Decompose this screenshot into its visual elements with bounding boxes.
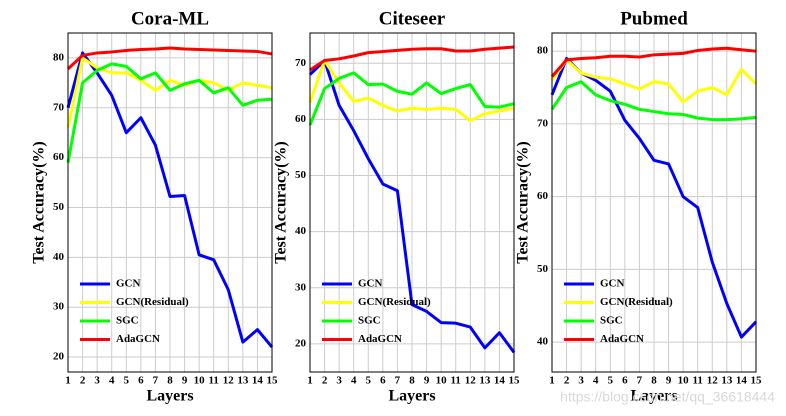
x-tick-label: 10 (194, 375, 206, 387)
x-axis-label: Layers (146, 388, 193, 405)
y-axis-label: Test Accuracy(%) (515, 141, 532, 264)
x-tick-label: 2 (322, 375, 328, 387)
legend-label: SGC (358, 315, 381, 327)
x-tick-label: 15 (751, 375, 763, 387)
x-tick-label: 1 (307, 375, 313, 387)
x-tick-label: 13 (479, 375, 491, 387)
watermark: https://blog.csdn.net/qq_36618444 (560, 389, 775, 405)
legend-label: GCN (600, 278, 625, 290)
x-tick-label: 15 (267, 375, 279, 387)
x-tick-label: 9 (424, 375, 430, 387)
x-tick-label: 12 (707, 375, 719, 387)
chart-title: Pubmed (620, 8, 688, 29)
x-tick-label: 1 (65, 375, 71, 387)
x-tick-label: 1 (549, 375, 555, 387)
y-tick-label: 40 (537, 336, 549, 348)
x-tick-label: 4 (351, 375, 357, 387)
series-line (550, 58, 758, 104)
plot-frame (67, 32, 273, 373)
x-tick-label: 15 (509, 375, 521, 387)
y-tick-label: 80 (537, 45, 549, 57)
x-tick-label: 6 (138, 375, 144, 387)
y-axis-label: Test Accuracy(%) (31, 141, 48, 264)
legend-label: GCN(Residual) (116, 296, 189, 308)
x-tick-label: 14 (736, 375, 748, 387)
y-tick-label: 20 (53, 351, 65, 363)
legend-label: GCN(Residual) (358, 296, 431, 308)
x-tick-label: 9 (182, 375, 188, 387)
legend-label: AdaGCN (116, 333, 160, 345)
x-tick-label: 2 (564, 375, 570, 387)
series-line (309, 45, 515, 72)
x-tick-label: 7 (153, 375, 159, 387)
legend-label: GCN(Residual) (600, 296, 673, 308)
legend-label: SGC (116, 315, 139, 327)
y-axis-label: Test Accuracy(%) (273, 141, 290, 264)
x-tick-label: 9 (666, 375, 672, 387)
plot-frame (309, 32, 515, 373)
y-tick-label: 60 (53, 151, 65, 163)
y-tick-label: 50 (537, 263, 549, 275)
x-tick-label: 13 (237, 375, 249, 387)
x-tick-label: 5 (608, 375, 614, 387)
x-axis-label: Layers (630, 388, 677, 405)
y-tick-label: 30 (295, 281, 307, 293)
x-tick-label: 5 (124, 375, 130, 387)
x-tick-label: 8 (409, 375, 415, 387)
y-tick-label: 40 (53, 251, 65, 263)
x-tick-label: 11 (693, 375, 703, 387)
x-tick-label: 14 (252, 375, 264, 387)
x-tick-label: 6 (622, 375, 628, 387)
legend-label: AdaGCN (358, 333, 402, 345)
y-tick-label: 20 (295, 337, 307, 349)
x-axis-label: Layers (388, 388, 435, 405)
x-tick-label: 7 (395, 375, 401, 387)
x-tick-label: 12 (223, 375, 235, 387)
y-tick-label: 70 (537, 117, 549, 129)
y-tick-label: 60 (295, 113, 307, 125)
x-tick-label: 3 (578, 375, 584, 387)
x-tick-label: 3 (336, 375, 342, 387)
x-tick-label: 8 (167, 375, 173, 387)
legend-label: SGC (600, 315, 623, 327)
y-tick-label: 70 (295, 57, 307, 69)
series-line (308, 71, 515, 126)
x-tick-label: 2 (80, 375, 86, 387)
chart-title: Citeseer (379, 8, 446, 29)
y-tick-label: 80 (53, 51, 65, 63)
x-tick-label: 7 (637, 375, 643, 387)
y-tick-label: 60 (537, 190, 549, 202)
x-tick-label: 10 (436, 375, 448, 387)
y-tick-label: 70 (53, 101, 65, 113)
y-tick-label: 50 (295, 169, 307, 181)
chart-title: Cora-ML (131, 8, 209, 29)
y-tick-label: 30 (53, 301, 65, 313)
x-tick-label: 11 (451, 375, 461, 387)
y-tick-label: 40 (295, 225, 307, 237)
x-tick-label: 14 (494, 375, 506, 387)
legend-label: GCN (116, 278, 141, 290)
series-line (308, 59, 515, 123)
series-line (308, 59, 516, 354)
series-line (550, 80, 757, 122)
x-tick-label: 6 (380, 375, 386, 387)
legend-label: GCN (358, 278, 383, 290)
x-tick-label: 13 (721, 375, 733, 387)
legend-label: AdaGCN (600, 333, 644, 345)
x-tick-label: 10 (678, 375, 690, 387)
plot-frame (551, 32, 757, 373)
series-line (66, 51, 274, 349)
series-line (550, 46, 757, 78)
series-line (66, 62, 273, 163)
x-tick-label: 3 (94, 375, 100, 387)
series-line (66, 46, 273, 70)
y-tick-label: 50 (53, 201, 65, 213)
x-tick-label: 4 (593, 375, 599, 387)
x-tick-label: 8 (651, 375, 657, 387)
x-tick-label: 12 (465, 375, 477, 387)
x-tick-label: 11 (209, 375, 219, 387)
x-tick-label: 5 (366, 375, 372, 387)
x-tick-label: 4 (109, 375, 115, 387)
